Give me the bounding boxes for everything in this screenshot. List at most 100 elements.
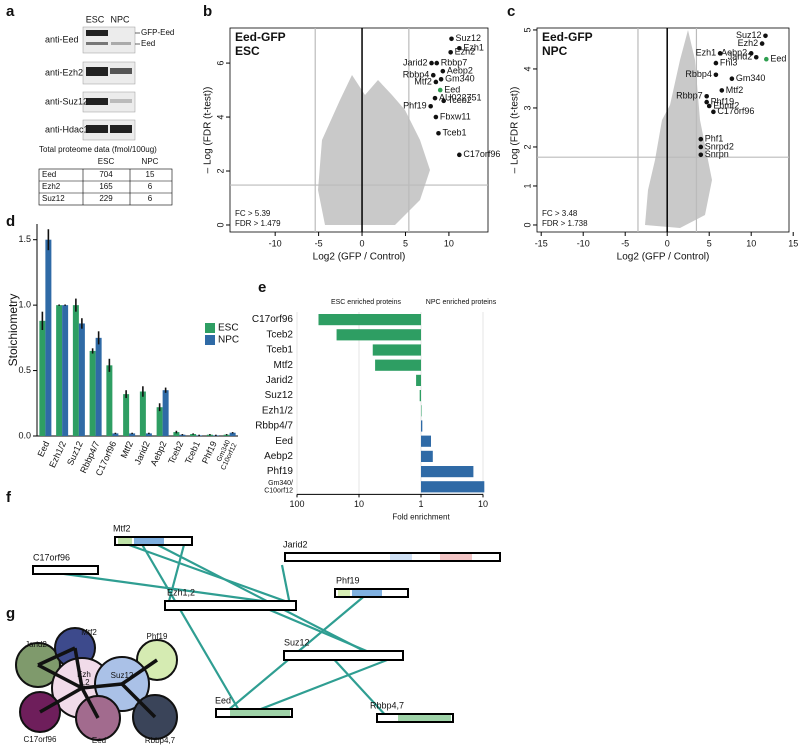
y-axis-label: – Log (FDR (t-test)) — [203, 87, 214, 174]
y-tick-label: 0.5 — [18, 365, 31, 375]
chart-subtitle: NPC — [542, 44, 568, 58]
table-cell: Ezh2 — [42, 182, 61, 191]
bar — [372, 344, 421, 356]
table-cell: 229 — [99, 194, 113, 203]
category-label: Rbbp4/7 — [255, 421, 293, 432]
bar — [89, 350, 96, 436]
bar — [336, 329, 421, 341]
table-cell: Eed — [42, 170, 56, 179]
bar — [421, 405, 422, 417]
band-label: GFP-Eed — [141, 28, 174, 37]
panel-letter: f — [6, 489, 12, 506]
point-label: AU022751 — [439, 93, 482, 103]
y-tick-label: 0 — [522, 222, 532, 227]
x-tick-label: 100 — [289, 499, 304, 509]
crosslink — [149, 540, 369, 654]
panel-letter: c — [507, 3, 515, 20]
bar — [375, 359, 421, 371]
bar — [112, 433, 119, 436]
point — [704, 99, 709, 105]
x-tick-label: 10 — [444, 238, 454, 248]
x-tick-label: 10 — [478, 499, 488, 509]
x-tick-label: Phf19 — [200, 440, 219, 466]
subunit-label: C17orf96 — [24, 735, 57, 744]
point-label: Rbbp4 — [685, 69, 712, 79]
point — [729, 76, 735, 82]
point — [713, 72, 719, 78]
panel-letter: b — [203, 3, 212, 20]
table-cell: 15 — [146, 170, 155, 179]
point-label: Phf1 — [705, 134, 724, 144]
point-label: C17orf96 — [717, 106, 754, 116]
bar — [45, 239, 52, 436]
x-tick-label: 10 — [354, 499, 364, 509]
point — [428, 103, 433, 109]
bar — [190, 434, 197, 436]
table-cell: 6 — [148, 182, 153, 191]
point — [764, 56, 769, 62]
point-label: Suz12 — [456, 33, 482, 43]
point — [719, 88, 725, 93]
domain — [352, 590, 382, 596]
bar — [421, 435, 432, 447]
category-label: Mtf2 — [274, 360, 294, 371]
point-label: Rbbp7 — [441, 57, 468, 67]
point-label: Tceb2 — [448, 95, 472, 105]
domain — [440, 554, 472, 560]
point-label: Eed — [770, 54, 786, 64]
protein-label: Phf19 — [336, 575, 360, 585]
point — [437, 87, 443, 93]
point-label: Jarid2 — [403, 57, 428, 67]
point-label: Snrpn — [705, 149, 729, 159]
crosslink — [139, 540, 241, 713]
point-label: Tceb1 — [442, 128, 466, 138]
x-tick-label: 0 — [360, 238, 365, 248]
subunit-label: Mtf2 — [81, 628, 97, 637]
table-header: NPC — [142, 157, 159, 166]
background-cloud — [645, 30, 712, 228]
bar — [162, 390, 169, 436]
point — [706, 103, 712, 109]
category-label: C17orf96 — [252, 314, 294, 325]
antibody-label: anti-Ezh2 — [45, 67, 83, 77]
y-tick-label: 4 — [522, 66, 532, 71]
point-label: Gm340 — [736, 73, 766, 83]
interaction — [37, 646, 76, 667]
domain — [398, 715, 451, 721]
panel-letter: e — [258, 279, 266, 296]
point-label: Aebp2 — [447, 66, 473, 76]
x-tick-label: -5 — [621, 238, 629, 248]
crosslink — [329, 654, 389, 719]
point-label: Rbbp4 — [403, 70, 430, 80]
threshold-label: FC > 3.48 — [542, 209, 578, 218]
category-label: Eed — [275, 436, 293, 447]
bar — [145, 433, 152, 436]
subunit-label: Jarid2 — [25, 640, 47, 649]
point — [713, 60, 719, 66]
table-cell: 6 — [148, 194, 153, 203]
table-cell: 704 — [99, 170, 113, 179]
category-label: Tceb1 — [266, 345, 293, 356]
series-header: ESC enriched proteins — [331, 299, 402, 306]
legend-swatch — [205, 323, 215, 333]
panel-letter: a — [6, 3, 15, 20]
blot-band — [86, 30, 108, 36]
interaction — [121, 658, 158, 686]
category-label: Suz12 — [265, 390, 294, 401]
point-label: Ezh1 — [696, 48, 717, 58]
point-label: Ezh2 — [738, 38, 759, 48]
point-label: Gm340 — [445, 74, 475, 84]
threshold-label: FDR > 1.479 — [235, 219, 281, 228]
x-tick-label: -15 — [535, 238, 548, 248]
domain — [338, 590, 350, 596]
antibody-label: anti-Suz12 — [45, 96, 88, 106]
point — [449, 36, 454, 42]
subunit-label: Rbbp4,7 — [145, 736, 176, 745]
y-axis-label: – Log (FDR (t-test)) — [510, 87, 521, 174]
antibody-label: anti-Hdac1 — [45, 124, 89, 134]
point — [698, 144, 704, 150]
threshold-label: FDR > 1.738 — [542, 219, 588, 228]
subunit-label: Suz12 — [111, 671, 134, 680]
bar — [129, 433, 136, 436]
